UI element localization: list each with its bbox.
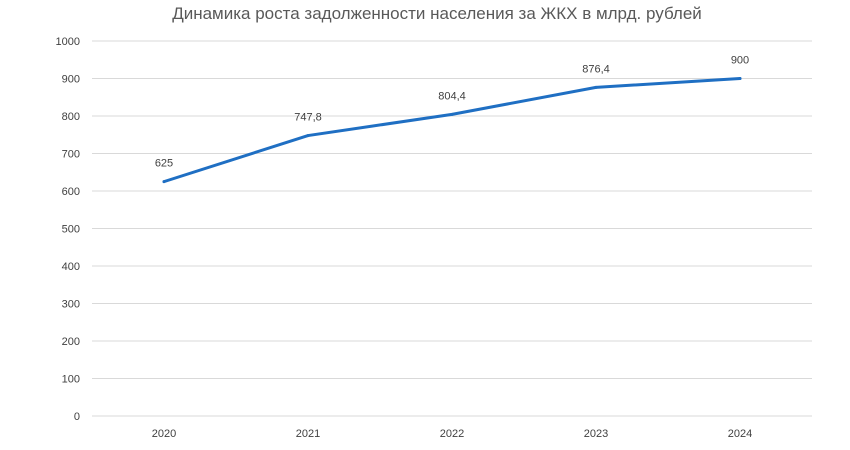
data-point: [450, 112, 454, 116]
y-tick-label: 300: [62, 299, 80, 311]
data-point: [594, 85, 598, 89]
x-tick-label: 2021: [296, 428, 320, 440]
y-tick-label: 600: [62, 186, 80, 198]
data-label: 804,4: [438, 90, 466, 102]
y-tick-label: 500: [62, 224, 80, 236]
data-point: [738, 77, 742, 80]
y-tick-label: 1000: [56, 36, 80, 48]
y-tick-label: 100: [62, 374, 80, 386]
y-tick-label: 200: [62, 336, 80, 348]
data-label: 876,4: [582, 63, 610, 75]
x-tick-label: 2022: [440, 428, 464, 440]
gridlines: [92, 40, 812, 417]
y-axis-tick-labels: 0 100 200 300 400 500 600 700 800 900 1000: [56, 36, 80, 423]
data-point: [162, 180, 166, 184]
x-axis-tick-labels: 2020 2021 2022 2023 2024: [152, 428, 752, 440]
data-label: 900: [731, 55, 749, 67]
chart-title: Динамика роста задолженности населения з…: [172, 4, 702, 23]
x-tick-label: 2024: [728, 428, 752, 440]
y-tick-label: 0: [74, 411, 80, 423]
data-labels: 625 747,8 804,4 876,4 900: [155, 55, 749, 170]
y-tick-label: 800: [62, 111, 80, 123]
data-label: 625: [155, 158, 173, 170]
y-tick-label: 400: [62, 261, 80, 273]
data-point: [306, 134, 310, 138]
y-tick-label: 900: [62, 74, 80, 86]
x-tick-label: 2020: [152, 428, 176, 440]
x-tick-label: 2023: [584, 428, 608, 440]
data-label: 747,8: [294, 112, 322, 124]
y-tick-label: 700: [62, 149, 80, 161]
series-layer: [162, 77, 742, 184]
